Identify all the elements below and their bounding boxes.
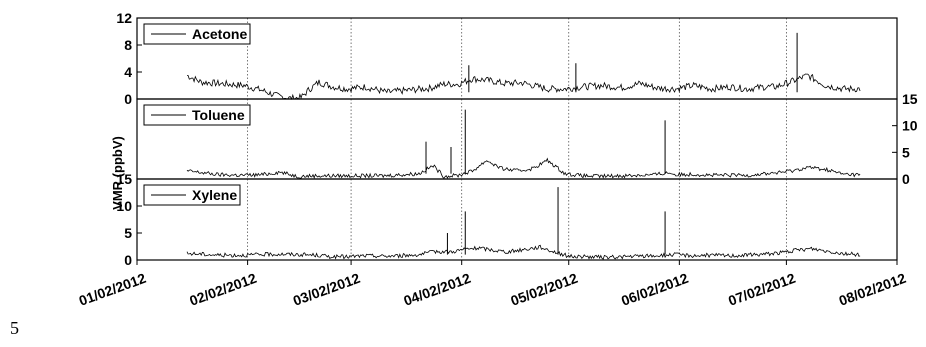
panel-frame	[136, 17, 898, 100]
legend: Xylene	[143, 184, 241, 206]
x-tick-label: 03/02/2012	[291, 270, 363, 309]
y-tick-label: 10	[116, 198, 132, 214]
x-tick-label: 02/02/2012	[187, 270, 259, 309]
legend-label: Acetone	[192, 26, 247, 42]
x-tick-label: 05/02/2012	[508, 270, 580, 309]
y-tick-label: 12	[116, 10, 132, 26]
y-tick-label: 5	[902, 144, 910, 160]
series-line-xylene	[186, 244, 861, 260]
y-tick-label: 0	[124, 91, 132, 107]
legend-label: Toluene	[192, 107, 245, 123]
series-line-toluene	[186, 157, 861, 179]
legend-box	[143, 23, 251, 45]
panel-acetone: 0 4 8 12 Acetone	[116, 10, 898, 107]
legend-box	[143, 104, 251, 126]
x-tick-label: 01/02/2012	[77, 270, 149, 309]
y-tick-label: 0	[902, 171, 910, 187]
y-tick-label: 4	[124, 64, 132, 80]
series-line-acetone	[186, 73, 861, 101]
legend: Toluene	[143, 104, 251, 126]
y-tick-label: 0	[124, 252, 132, 268]
legend: Acetone	[143, 23, 251, 45]
y-tick-label: 10	[902, 118, 918, 134]
panel-toluene: 0 5 10 15 Toluene	[136, 91, 918, 187]
panel-frame	[136, 98, 898, 180]
x-axis-tick-labels: 01/02/2012 02/02/2012 03/02/2012 04/02/2012…	[77, 260, 909, 309]
y-tick-label: 8	[124, 37, 132, 53]
y-tick-label: 5	[124, 225, 132, 241]
legend-box	[143, 184, 241, 206]
y-axis-label: VMR (ppbV)	[110, 136, 125, 210]
panel-frame	[136, 178, 898, 261]
x-tick-label: 04/02/2012	[401, 270, 473, 309]
chart-panels: 0 4 8 12 Acetone 0 5 10 15 Toluene 0 5 10 15 Xylene	[116, 10, 917, 268]
panel-xylene: 0 5 10 15 Xylene	[116, 171, 898, 268]
legend-label: Xylene	[192, 187, 237, 203]
x-tick-label: 08/02/2012	[837, 270, 909, 309]
x-tick-label: 06/02/2012	[619, 270, 691, 309]
x-tick-label: 07/02/2012	[726, 270, 798, 309]
y-tick-label: 15	[902, 91, 918, 107]
page-number: 5	[10, 318, 19, 338]
y-tick-label: 15	[116, 171, 132, 187]
